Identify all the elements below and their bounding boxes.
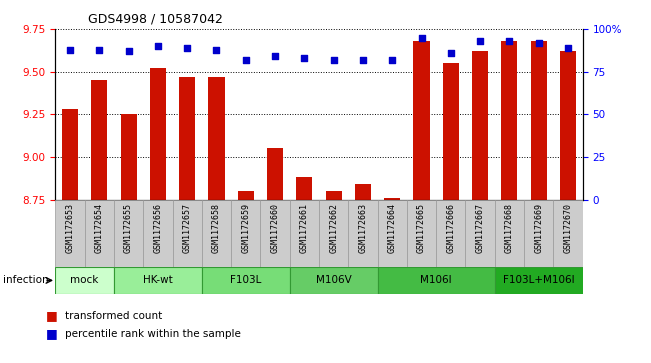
- Bar: [85, 200, 114, 267]
- Point: [182, 45, 192, 51]
- Text: GSM1172666: GSM1172666: [447, 203, 455, 253]
- Point: [152, 43, 163, 49]
- Bar: [472, 51, 488, 363]
- Bar: [55, 200, 85, 267]
- Bar: [150, 68, 166, 363]
- Point: [562, 45, 573, 51]
- Bar: [202, 200, 231, 267]
- Bar: [378, 267, 495, 294]
- Text: M106V: M106V: [316, 276, 352, 285]
- Bar: [296, 178, 312, 363]
- Point: [65, 46, 75, 52]
- Bar: [173, 200, 202, 267]
- Bar: [143, 200, 173, 267]
- Bar: [531, 41, 547, 363]
- Bar: [231, 200, 260, 267]
- Bar: [238, 191, 254, 363]
- Bar: [290, 267, 378, 294]
- Bar: [290, 200, 319, 267]
- Text: GSM1172663: GSM1172663: [359, 203, 367, 253]
- Text: infection: infection: [3, 276, 49, 285]
- Point: [211, 46, 221, 52]
- Text: GSM1172653: GSM1172653: [66, 203, 74, 253]
- Bar: [319, 200, 348, 267]
- Text: GDS4998 / 10587042: GDS4998 / 10587042: [88, 12, 223, 25]
- Text: GSM1172654: GSM1172654: [95, 203, 104, 253]
- Bar: [114, 267, 202, 294]
- Text: GSM1172664: GSM1172664: [388, 203, 396, 253]
- Bar: [501, 41, 518, 363]
- Bar: [413, 41, 430, 363]
- Bar: [179, 77, 195, 363]
- Point: [357, 57, 368, 63]
- Bar: [495, 200, 524, 267]
- Bar: [326, 191, 342, 363]
- Bar: [443, 63, 459, 363]
- Text: GSM1172661: GSM1172661: [300, 203, 309, 253]
- Text: GSM1172669: GSM1172669: [534, 203, 543, 253]
- Bar: [553, 200, 583, 267]
- Text: F103L: F103L: [230, 276, 262, 285]
- Text: F103L+M106I: F103L+M106I: [503, 276, 575, 285]
- Bar: [378, 200, 407, 267]
- Point: [504, 38, 514, 44]
- Bar: [436, 200, 465, 267]
- Bar: [260, 200, 290, 267]
- Bar: [560, 51, 576, 363]
- Text: ■: ■: [46, 309, 57, 322]
- Text: GSM1172665: GSM1172665: [417, 203, 426, 253]
- Bar: [62, 109, 78, 363]
- Text: M106I: M106I: [421, 276, 452, 285]
- Bar: [407, 200, 436, 267]
- Bar: [524, 200, 553, 267]
- Point: [417, 35, 427, 41]
- Bar: [55, 267, 114, 294]
- Bar: [208, 77, 225, 363]
- Point: [299, 55, 310, 61]
- Bar: [465, 200, 495, 267]
- Text: GSM1172667: GSM1172667: [476, 203, 484, 253]
- Text: GSM1172668: GSM1172668: [505, 203, 514, 253]
- Point: [94, 46, 104, 52]
- Point: [387, 57, 397, 63]
- Bar: [267, 148, 283, 363]
- Bar: [355, 184, 371, 363]
- Text: transformed count: transformed count: [65, 311, 162, 321]
- Point: [475, 38, 485, 44]
- Text: GSM1172670: GSM1172670: [564, 203, 572, 253]
- Text: HK-wt: HK-wt: [143, 276, 173, 285]
- Bar: [202, 267, 290, 294]
- Point: [445, 50, 456, 56]
- Text: mock: mock: [70, 276, 99, 285]
- Bar: [384, 198, 400, 363]
- Text: ■: ■: [46, 327, 57, 340]
- Bar: [348, 200, 378, 267]
- Point: [533, 40, 544, 46]
- Text: GSM1172660: GSM1172660: [271, 203, 279, 253]
- Point: [123, 48, 134, 54]
- Bar: [120, 114, 137, 363]
- Point: [241, 57, 251, 63]
- Text: GSM1172655: GSM1172655: [124, 203, 133, 253]
- Text: GSM1172656: GSM1172656: [154, 203, 162, 253]
- Text: GSM1172659: GSM1172659: [242, 203, 250, 253]
- Point: [328, 57, 339, 63]
- Text: percentile rank within the sample: percentile rank within the sample: [65, 329, 241, 339]
- Point: [270, 53, 280, 59]
- Text: GSM1172662: GSM1172662: [329, 203, 338, 253]
- Bar: [91, 80, 107, 363]
- Bar: [495, 267, 583, 294]
- Bar: [114, 200, 143, 267]
- Text: GSM1172657: GSM1172657: [183, 203, 191, 253]
- Text: GSM1172658: GSM1172658: [212, 203, 221, 253]
